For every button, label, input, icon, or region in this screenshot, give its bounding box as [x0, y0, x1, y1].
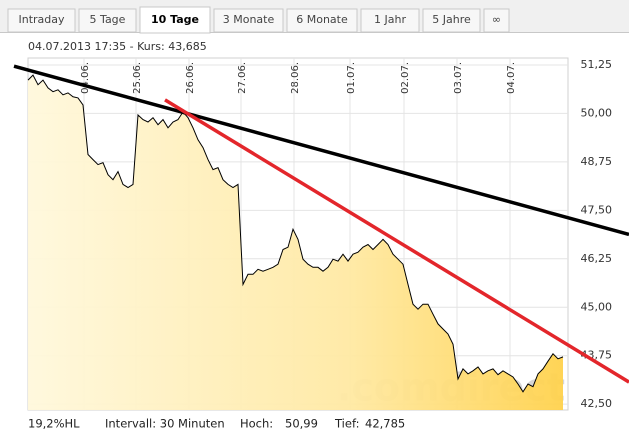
price-line [27, 74, 564, 393]
x-tick-label: 04.06. [80, 62, 91, 94]
tab-label[interactable]: 5 Jahre [432, 13, 471, 26]
x-tick-label: 25.06. [132, 62, 143, 94]
trend-line [13, 64, 629, 237]
y-tick-label: 46,25 [581, 252, 613, 265]
tab[interactable] [213, 8, 284, 33]
footer-interval: Intervall: 30 Minuten [105, 417, 225, 431]
x-tick-label: 27.06. [237, 62, 248, 94]
quote-header: 04.07.2013 17:35 - Kurs: 43,685 [28, 40, 207, 53]
tab-label[interactable]: 1 Jahr [374, 13, 406, 26]
y-tick-label: 51,25 [581, 58, 613, 71]
x-tick-label: 01.07. [346, 62, 357, 94]
footer-high-label: Hoch: [240, 417, 273, 431]
y-tick-label: 42,50 [581, 397, 613, 410]
x-tick-label: 26.06. [185, 62, 196, 94]
tab-label[interactable]: ∞ [492, 13, 501, 26]
y-tick-label: 45,00 [581, 300, 613, 313]
tab[interactable] [483, 8, 510, 33]
x-tick-label: 28.06. [290, 62, 301, 94]
tab[interactable] [7, 8, 76, 33]
tab[interactable] [360, 8, 420, 33]
tab-label[interactable]: 6 Monate [296, 13, 348, 26]
footer-hl: 19,2%HL [28, 417, 80, 431]
y-tick-label: 48,75 [581, 155, 613, 168]
tab[interactable] [286, 8, 358, 33]
price-area [28, 75, 563, 410]
tab-label[interactable]: Intraday [18, 13, 65, 26]
tab-label[interactable]: 5 Tage [90, 13, 126, 26]
tab[interactable] [139, 6, 211, 34]
x-tick-label: 03.07. [453, 62, 464, 94]
trend-line [164, 98, 629, 384]
x-tick-label: 04.07. [506, 62, 517, 94]
tab[interactable] [78, 8, 137, 33]
tab-label[interactable]: 10 Tage [151, 13, 199, 26]
y-tick-label: 50,00 [581, 106, 613, 119]
footer-low: 42,785 [365, 417, 405, 431]
footer-low-label: Tief: [334, 417, 359, 431]
y-tick-label: 47,50 [581, 203, 613, 216]
tab-label[interactable]: 3 Monate [223, 13, 275, 26]
x-tick-label: 02.07. [400, 62, 411, 94]
footer-high: 50,99 [285, 417, 318, 431]
tab[interactable] [422, 8, 481, 33]
